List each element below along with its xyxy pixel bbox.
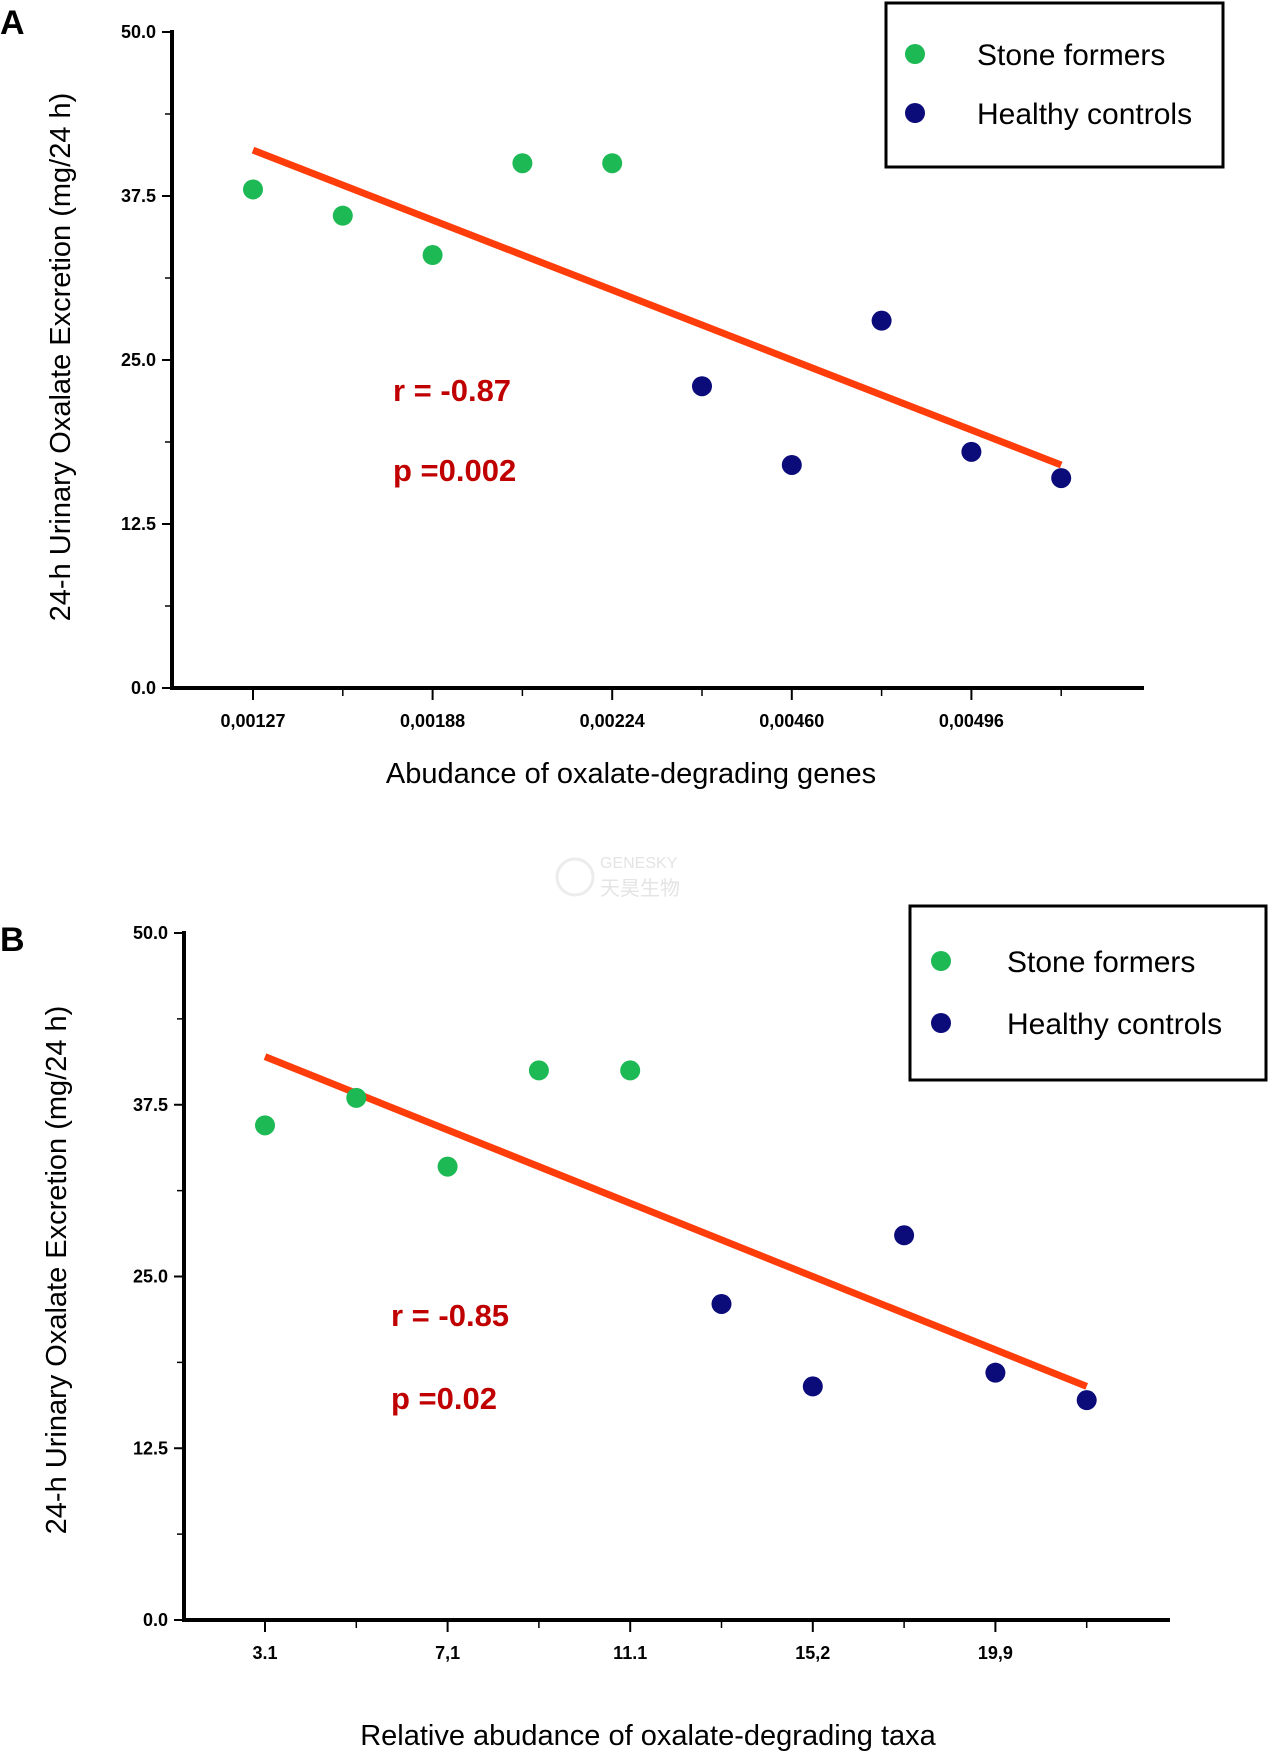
panel-a-y-tick-label: 37.5: [121, 186, 156, 206]
panel-b-x-tick-label: 15,2: [795, 1643, 830, 1663]
panel-b-stone-former-point: [437, 1156, 458, 1177]
panel-a-y-tick-label: 12.5: [121, 514, 156, 534]
panel-b-legend-stone-label: Stone formers: [1007, 946, 1195, 979]
panel-a-stone-former-point: [422, 245, 443, 266]
watermark-brand-cn: 天昊生物: [600, 876, 680, 900]
panel-a-stone-former-point: [602, 153, 623, 174]
panel-a-p-value: p =0.002: [393, 453, 516, 488]
panel-b: B 0.012.525.037.550.03.1 7,1 11.1 15,2 19,9 …: [0, 904, 1268, 1752]
panel-a-legend-healthy-label: Healthy controls: [977, 98, 1192, 131]
panel-a-healthy-control-point: [692, 376, 712, 397]
panel-b-y-tick-label: 37.5: [133, 1095, 168, 1115]
panel-a: A 0.0 12.5 25.0 37.5 50.0 0,00127 0,00188 0,002…: [0, 1, 1225, 790]
panel-a-healthy-control-point: [781, 454, 802, 475]
panel-b-p-value: p =0.02: [391, 1381, 497, 1416]
panel-a-legend-stone-marker: [905, 44, 925, 64]
panel-a-regression-line: [251, 146, 1063, 469]
panel-a-stone-former-point: [332, 205, 353, 226]
panel-b-stone-former-point: [346, 1087, 367, 1108]
panel-b-y-tick-label: 12.5: [133, 1438, 168, 1458]
watermark-logo-icon: [555, 857, 595, 897]
panel-a-y-tick-label: 0.0: [131, 678, 156, 698]
panel-b-y-axis-title: 24-h Urinary Oxalate Excretion (mg/24 h): [41, 1006, 73, 1535]
panel-a-stone-former-point: [243, 179, 263, 200]
panel-b-legend-box: [908, 904, 1268, 1082]
panel-a-r-value: r = -0.87: [393, 373, 511, 408]
panel-label-a: A: [0, 4, 25, 42]
panel-a-x-tick-label: 0,00188: [400, 711, 465, 731]
panel-a-healthy-control-point: [871, 310, 892, 331]
panel-b-legend: Stone formers Healthy controls: [908, 904, 1268, 1082]
panel-a-plot: 0.0 12.5 25.0 37.5 50.0 0,00127 0,00188 0,00224…: [121, 22, 1144, 731]
panel-a-x-tick-label: 0,00224: [580, 711, 645, 731]
panel-b-healthy-control-point: [985, 1362, 1006, 1383]
panel-b-x-tick-label: 11.1: [613, 1643, 647, 1663]
panel-a-x-tick-label: 0,00460: [759, 711, 824, 731]
panel-b-y-tick-label: 25.0: [133, 1267, 168, 1287]
panel-a-legend-healthy-marker: [905, 103, 925, 123]
panel-a-legend-stone-label: Stone formers: [977, 39, 1165, 72]
panel-a-legend-box: [884, 1, 1225, 169]
panel-b-plot: 0.0 12.5 25.0 37.5 50.0 3.1 7,1 11.1 15,2 19,9: [133, 923, 1170, 1663]
panel-a-x-tick-label: 0,00127: [220, 711, 285, 731]
panel-b-y-tick-label: 0.0: [143, 1610, 168, 1630]
panel-a-x-axis-title: Abudance of oxalate-degrading genes: [386, 758, 876, 790]
panel-b-r-value: r = -0.85: [391, 1298, 509, 1333]
panel-a-y-tick-label: 25.0: [121, 350, 156, 370]
panel-b-legend-healthy-marker: [931, 1013, 951, 1033]
panel-b-stone-former-point: [620, 1060, 641, 1081]
panel-b-x-tick-label: 3.1: [252, 1643, 277, 1663]
panel-b-healthy-control-point: [802, 1376, 823, 1397]
panel-a-legend: Stone formers Healthy controls: [884, 1, 1225, 169]
panel-b-regression-line: [263, 1053, 1089, 1390]
panel-b-healthy-control-point: [894, 1225, 915, 1246]
watermark: GENESKY 天昊生物: [555, 855, 680, 900]
panel-b-legend-stone-marker: [931, 951, 951, 971]
panel-a-stone-former-point: [512, 153, 533, 174]
panel-b-x-tick-label: 19,9: [978, 1643, 1013, 1663]
panel-b-stone-former-point: [528, 1060, 549, 1081]
panel-b-stone-former-point: [255, 1115, 275, 1136]
panel-b-healthy-control-point: [711, 1293, 732, 1314]
panel-a-healthy-control-point: [1051, 468, 1072, 489]
panel-b-legend-healthy-label: Healthy controls: [1007, 1008, 1222, 1041]
panel-b-healthy-control-point: [1076, 1390, 1097, 1411]
panel-b-y-tick-label: 50.0: [133, 923, 168, 943]
panel-a-y-tick-label: 50.0: [121, 22, 156, 42]
panel-label-b: B: [0, 921, 25, 959]
panel-a-y-axis-title: 24-h Urinary Oxalate Excretion (mg/24 h): [45, 93, 77, 622]
panel-b-x-axis-title: Relative abudance of oxalate-degrading t…: [360, 1720, 936, 1752]
watermark-brand: GENESKY: [600, 855, 678, 872]
panel-b-x-tick-label: 7,1: [435, 1643, 460, 1663]
panel-a-healthy-control-point: [961, 441, 982, 462]
panel-a-x-tick-label: 0,00496: [939, 711, 1004, 731]
